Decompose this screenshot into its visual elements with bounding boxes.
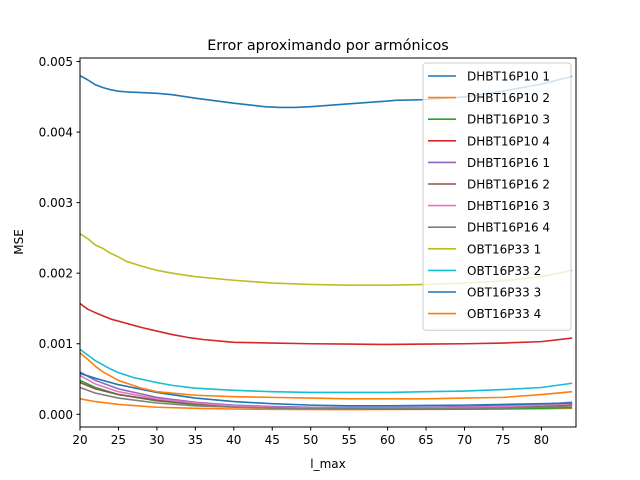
legend-label: OBT16P33 4 — [467, 307, 541, 321]
x-tick-label: 45 — [265, 433, 280, 447]
legend: DHBT16P10 1 DHBT16P10 2 DHBT16P10 3 DHBT16P… — [422, 62, 572, 331]
legend-box — [422, 62, 572, 331]
series-line-12 — [80, 352, 573, 400]
y-tick-label: 0.004 — [39, 126, 73, 140]
chart-title: Error aproximando por armónicos — [207, 38, 449, 54]
legend-label: DHBT16P10 1 — [467, 70, 550, 84]
x-axis: 20 25 30 35 40 45 50 55 60 65 70 75 80 — [72, 427, 549, 447]
legend-label: DHBT16P10 2 — [467, 91, 550, 105]
x-tick-label: 55 — [342, 433, 357, 447]
series-line-4 — [80, 302, 573, 346]
x-tick-label: 70 — [457, 433, 472, 447]
x-tick-label: 60 — [380, 433, 395, 447]
x-tick-label: 75 — [495, 433, 510, 447]
y-tick-label: 0.005 — [39, 55, 73, 69]
series-line-11 — [80, 372, 573, 407]
legend-label: OBT16P33 1 — [467, 242, 541, 256]
y-tick-label: 0.002 — [39, 267, 73, 281]
y-tick-label: 0.000 — [39, 408, 73, 422]
series-line-10 — [80, 348, 573, 394]
series-line-8 — [80, 386, 573, 410]
x-axis-label: l_max — [310, 457, 345, 471]
legend-label: DHBT16P16 2 — [467, 178, 550, 192]
y-tick-label: 0.003 — [39, 196, 73, 210]
legend-label: OBT16P33 3 — [467, 286, 541, 300]
legend-label: DHBT16P10 3 — [467, 113, 550, 127]
series-layer — [80, 74, 573, 411]
x-tick-label: 30 — [149, 433, 164, 447]
legend-label: OBT16P33 2 — [467, 264, 541, 278]
legend-label: DHBT16P16 1 — [467, 156, 550, 170]
x-tick-label: 80 — [534, 433, 549, 447]
legend-label: DHBT16P16 4 — [467, 221, 550, 235]
x-tick-label: 65 — [418, 433, 433, 447]
x-tick-label: 25 — [111, 433, 126, 447]
x-tick-label: 40 — [226, 433, 241, 447]
y-axis: 0.000 0.001 0.002 0.003 0.004 0.005 — [39, 55, 80, 422]
legend-label: DHBT16P10 4 — [467, 134, 550, 148]
x-tick-label: 20 — [72, 433, 87, 447]
y-tick-label: 0.001 — [39, 337, 73, 351]
legend-label: DHBT16P16 3 — [467, 199, 550, 213]
x-tick-label: 35 — [188, 433, 203, 447]
plot-frame — [79, 57, 577, 428]
x-tick-label: 50 — [303, 433, 318, 447]
y-axis-label: MSE — [12, 229, 26, 255]
